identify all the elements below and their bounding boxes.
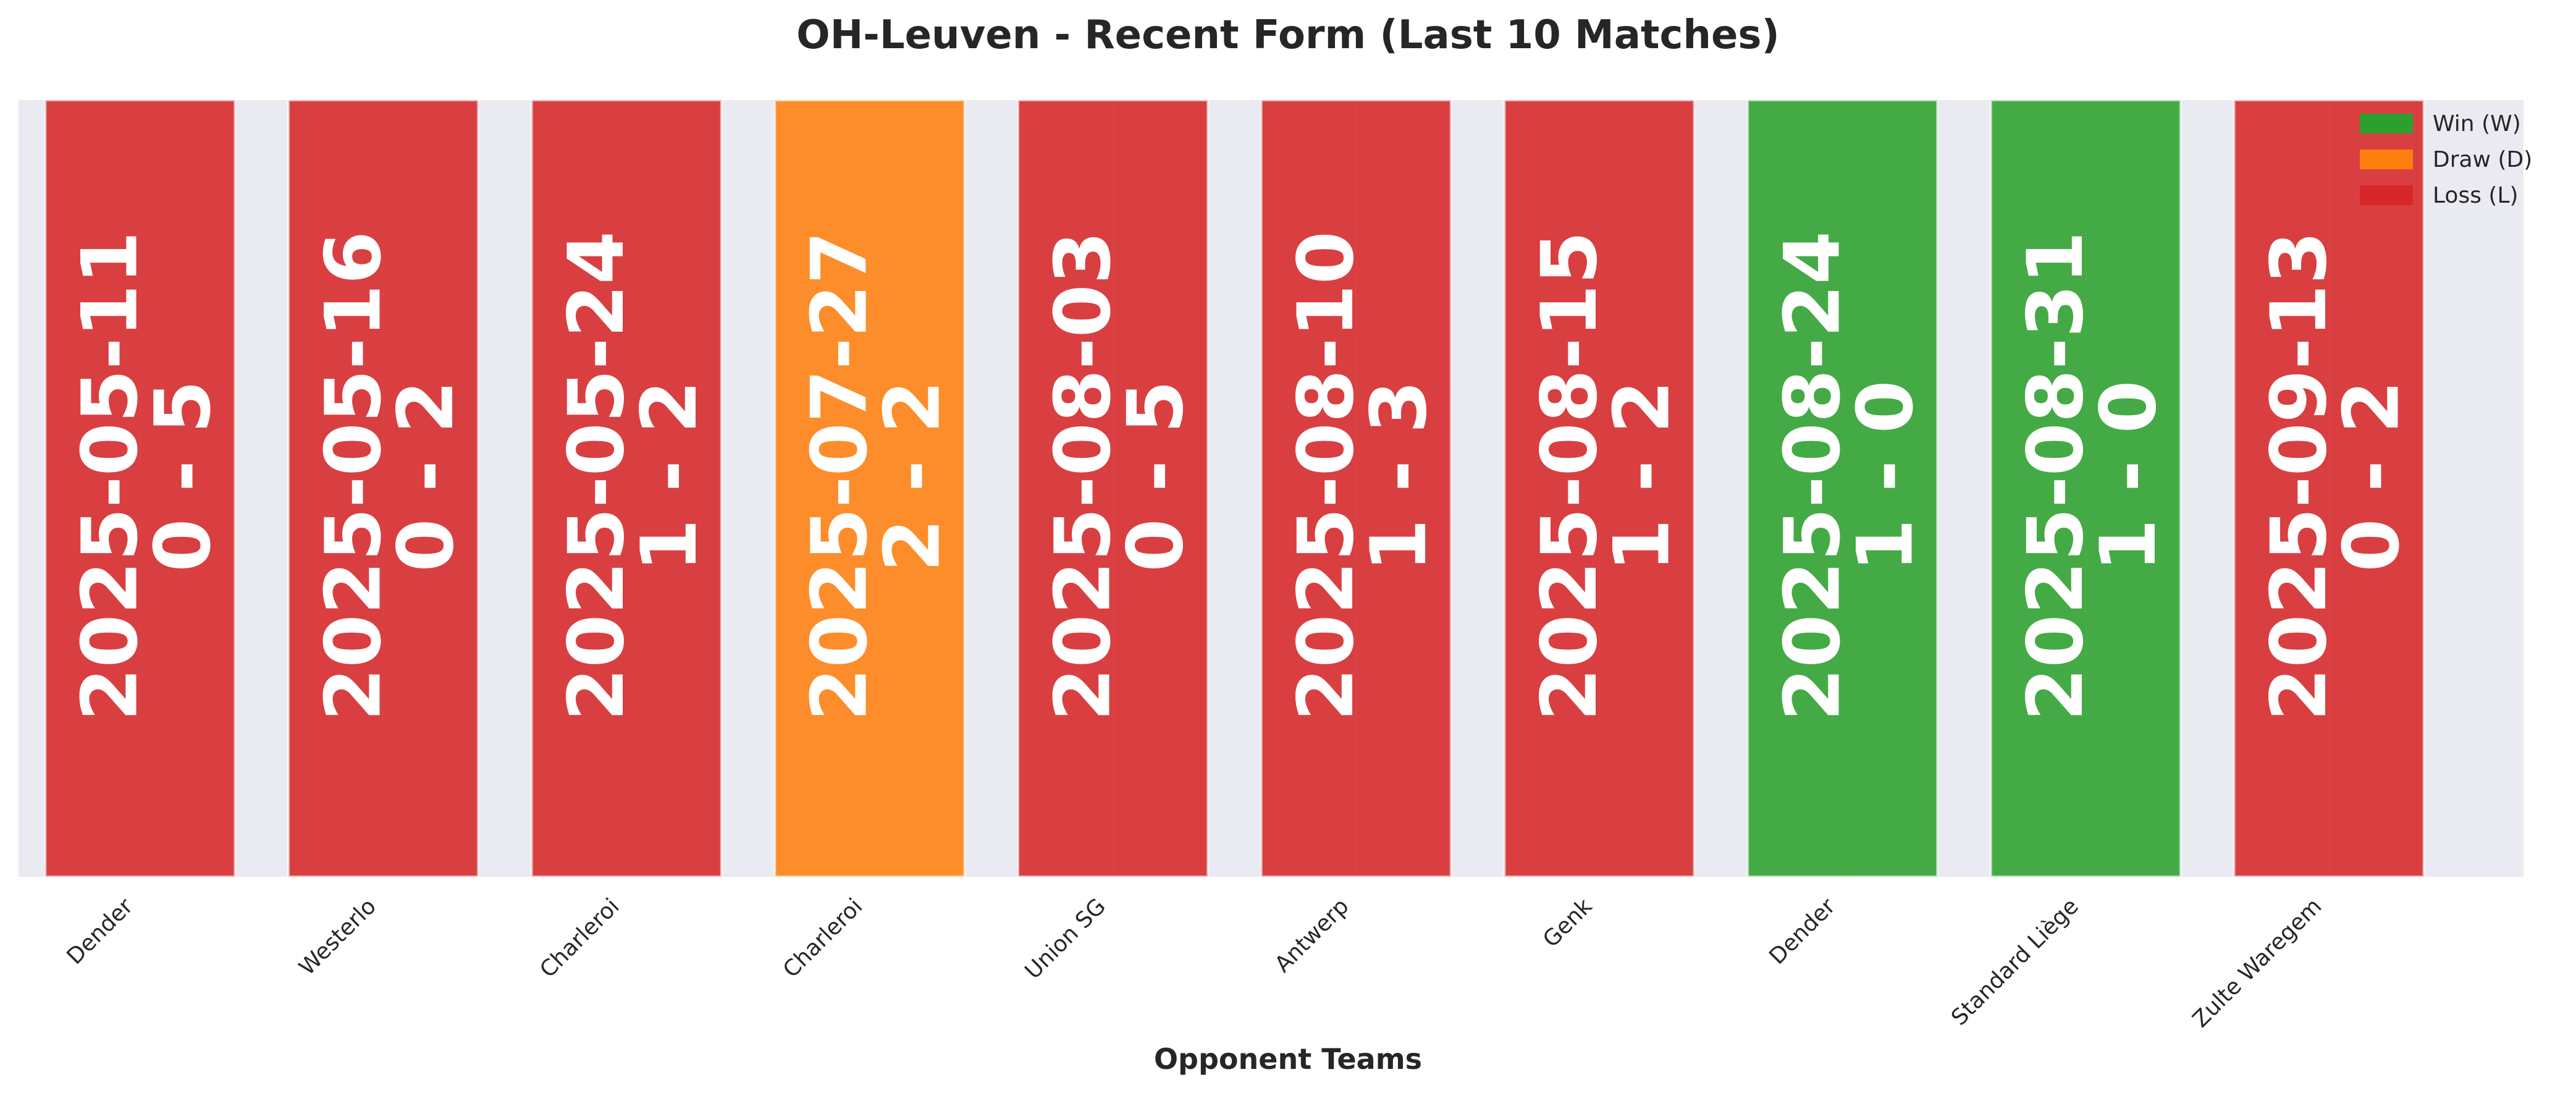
- bar-label-date: 2025-08-10: [1282, 231, 1371, 721]
- bar-label-score: 1 - 2: [1598, 380, 1687, 572]
- bar-label-score: 1 - 2: [625, 380, 714, 572]
- x-tick-label: Zulte Waregem: [2188, 893, 2327, 1032]
- bar-label-date: 2025-08-15: [1525, 231, 1614, 721]
- legend-label: Win (W): [2433, 111, 2521, 137]
- x-tick-label: Charleroi: [535, 893, 624, 982]
- bar: [287, 99, 480, 878]
- x-tick-labels: Dender Westerlo Charleroi Charleroi Union SG…: [62, 893, 2327, 1032]
- legend-label: Draw (D): [2433, 147, 2532, 172]
- bar: [1260, 99, 1452, 878]
- bar-label: 2025-08-151 - 2: [1525, 231, 1687, 721]
- bar-label-date: 2025-07-27: [796, 231, 885, 721]
- bar: [44, 99, 237, 878]
- legend-swatch: [2360, 114, 2413, 133]
- bar-label-score: 0 - 2: [2328, 380, 2417, 572]
- bar-label-date: 2025-05-16: [309, 231, 398, 721]
- x-tick-label: Westerlo: [295, 893, 381, 980]
- bar-label: 2025-08-241 - 0: [1768, 231, 1930, 721]
- legend: Win (W) Draw (D) Loss (L): [2360, 111, 2532, 208]
- bar-label-date: 2025-09-13: [2255, 231, 2344, 721]
- bar-label-score: 1 - 3: [1355, 380, 1444, 572]
- bar-label-score: 0 - 5: [1111, 380, 1200, 572]
- chart-title: OH-Leuven - Recent Form (Last 10 Matches…: [796, 12, 1779, 58]
- bar-label-date: 2025-05-24: [552, 231, 641, 721]
- bar: [773, 99, 966, 878]
- bar-label-score: 0 - 2: [382, 380, 471, 572]
- x-tick-label: Genk: [1538, 893, 1597, 952]
- bar-label-date: 2025-08-03: [1038, 231, 1127, 721]
- bar-label-score: 1 - 0: [1841, 380, 1930, 572]
- bar-label: 2025-09-130 - 2: [2255, 231, 2417, 721]
- bar-label-score: 0 - 5: [138, 380, 227, 572]
- bar: [2233, 99, 2425, 878]
- bar-label: 2025-08-030 - 5: [1038, 231, 1200, 721]
- x-tick-label: Dender: [1764, 893, 1840, 969]
- legend-swatch: [2360, 150, 2413, 169]
- bar-label: 2025-05-241 - 2: [552, 231, 714, 721]
- x-tick-label: Union SG: [1020, 893, 1111, 984]
- bar-label: 2025-05-110 - 5: [66, 231, 228, 721]
- x-tick-label: Dender: [62, 893, 138, 969]
- bar-label: 2025-08-101 - 3: [1282, 231, 1444, 721]
- bar-labels: 2025-05-110 - 5 2025-05-160 - 2 2025-05-24…: [66, 231, 2417, 721]
- x-tick-label: Standard Liège: [1947, 893, 2084, 1031]
- bar-label-score: 1 - 0: [2084, 380, 2173, 572]
- legend-label: Loss (L): [2433, 183, 2519, 208]
- bar-label: 2025-05-160 - 2: [309, 231, 471, 721]
- bar-label: 2025-08-311 - 0: [2011, 231, 2173, 721]
- x-tick-label: Antwerp: [1270, 893, 1354, 977]
- bar: [1017, 99, 1210, 878]
- bar: [1989, 99, 2182, 878]
- bar: [530, 99, 723, 878]
- legend-swatch: [2360, 185, 2413, 205]
- bar: [1503, 99, 1696, 878]
- bar: [1746, 99, 1939, 878]
- x-axis-label: Opponent Teams: [1154, 1042, 1422, 1076]
- bars: [44, 99, 2425, 878]
- bar-label-score: 2 - 2: [869, 380, 958, 572]
- bar-label: 2025-07-272 - 2: [796, 231, 958, 721]
- bar-label-date: 2025-08-24: [1768, 231, 1857, 721]
- bar-label-date: 2025-05-11: [66, 231, 155, 721]
- bar-label-date: 2025-08-31: [2011, 231, 2100, 721]
- x-tick-label: Charleroi: [778, 893, 867, 982]
